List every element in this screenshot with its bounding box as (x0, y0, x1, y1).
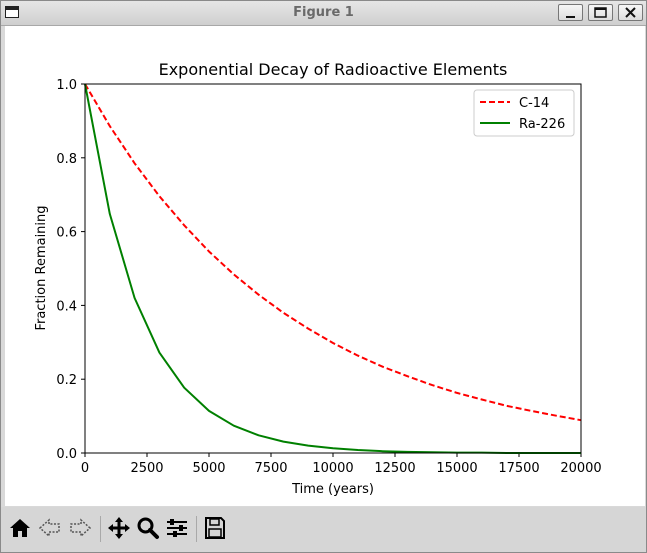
subplots-button[interactable] (164, 515, 190, 541)
window-title: Figure 1 (293, 5, 354, 20)
x-tick-label: 15000 (436, 461, 477, 476)
legend: C-14 Ra-226 (473, 89, 575, 137)
chart-title: Exponential Decay of Radioactive Element… (159, 60, 508, 79)
series-line-c14 (84, 83, 582, 422)
y-tick-label: 1.0 (56, 78, 77, 93)
save-button[interactable] (202, 515, 228, 541)
x-tick-label: 10000 (312, 461, 353, 476)
x-tick-label: 12500 (374, 461, 415, 476)
pan-button[interactable] (106, 515, 132, 541)
home-button[interactable] (7, 515, 33, 541)
subplots-icon (167, 519, 187, 537)
save-icon (205, 517, 225, 539)
x-tick-label: 2500 (130, 461, 163, 476)
minimize-button[interactable] (558, 4, 583, 21)
forward-arrow-icon (70, 518, 92, 538)
back-button[interactable] (37, 515, 63, 541)
toolbar-separator (196, 516, 197, 542)
maximize-icon (594, 7, 607, 18)
y-tick-label: 0.0 (56, 447, 77, 462)
chart: Exponential Decay of Radioactive Element… (34, 60, 602, 497)
back-arrow-icon (38, 518, 60, 538)
y-tick-label: 0.4 (56, 299, 77, 314)
y-tick-label: 0.8 (56, 152, 77, 167)
x-axis-label: Time (years) (291, 482, 374, 497)
zoom-button[interactable] (135, 515, 161, 541)
forward-button[interactable] (67, 515, 93, 541)
legend-label-ra226: Ra-226 (519, 117, 565, 132)
window-app-icon (5, 6, 19, 18)
y-axis-label: Fraction Remaining (34, 205, 49, 330)
x-tick-label: 0 (81, 461, 89, 476)
toolbar-separator (100, 516, 101, 542)
plot-area: 0 2500 5000 7500 10000 12500 15000 17500 20000 0.… (56, 78, 601, 476)
y-tick-label: 0.2 (56, 373, 77, 388)
title-bar[interactable]: Figure 1 (1, 1, 646, 26)
pan-icon (108, 517, 130, 539)
plot-canvas[interactable]: Exponential Decay of Radioactive Element… (5, 26, 645, 506)
legend-label-c14: C-14 (519, 96, 549, 111)
close-button[interactable] (618, 4, 643, 21)
x-tick-label: 7500 (254, 461, 287, 476)
home-icon (10, 519, 30, 537)
maximize-button[interactable] (588, 4, 613, 21)
minimize-icon (566, 16, 575, 18)
x-tick-label: 20000 (560, 461, 601, 476)
y-tick-label: 0.6 (56, 226, 77, 241)
toolbar (1, 507, 646, 552)
close-icon (625, 7, 636, 18)
series-line-ra226 (84, 83, 581, 454)
x-tick-label: 5000 (192, 461, 225, 476)
zoom-icon (137, 517, 159, 539)
x-tick-label: 17500 (498, 461, 539, 476)
axes-frame (84, 83, 582, 454)
